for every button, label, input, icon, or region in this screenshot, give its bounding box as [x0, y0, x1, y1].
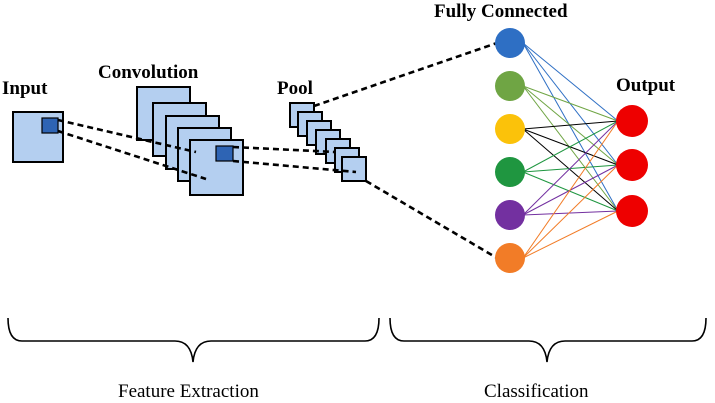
classification-brace [389, 317, 707, 363]
input-map [12, 111, 64, 163]
fully-connected-layer [495, 28, 525, 273]
fc-edge [522, 120, 619, 259]
fc-edge [522, 120, 619, 130]
output-node [616, 195, 648, 227]
fc-edge [522, 120, 619, 173]
conv-kernel-patch [215, 145, 234, 162]
fc-node [495, 243, 525, 273]
fc-node [495, 28, 525, 58]
fc-node [495, 157, 525, 187]
fc-edges [522, 42, 619, 259]
fc-edge [522, 210, 619, 259]
input-label: Input [2, 78, 48, 99]
pool-stack [289, 102, 367, 182]
input-kernel-patch [41, 117, 59, 134]
output-label: Output [616, 75, 676, 96]
convolution-label: Convolution [98, 62, 199, 83]
fc-edge [522, 42, 619, 212]
feature-extraction-brace [7, 317, 380, 363]
fully-connected-label: Fully Connected [434, 1, 568, 22]
projection-lines [57, 41, 498, 260]
fc-edge [522, 42, 619, 122]
output-node [616, 149, 648, 181]
pool-label: Pool [277, 78, 313, 99]
fc-node [495, 200, 525, 230]
fc-node [495, 71, 525, 101]
fc-edge [522, 210, 619, 216]
feature-extraction-label: Feature Extraction [118, 381, 259, 402]
fc-edge [522, 171, 619, 212]
classification-label: Classification [484, 381, 589, 402]
fc-edge [522, 85, 619, 212]
fc-edge [522, 164, 619, 259]
fc-edge [522, 85, 619, 122]
fc-edge [522, 120, 619, 216]
convolution-stack [136, 86, 244, 196]
fc-edge [522, 128, 619, 212]
fc-node [495, 114, 525, 144]
output-layer [616, 105, 648, 227]
output-node [616, 105, 648, 137]
